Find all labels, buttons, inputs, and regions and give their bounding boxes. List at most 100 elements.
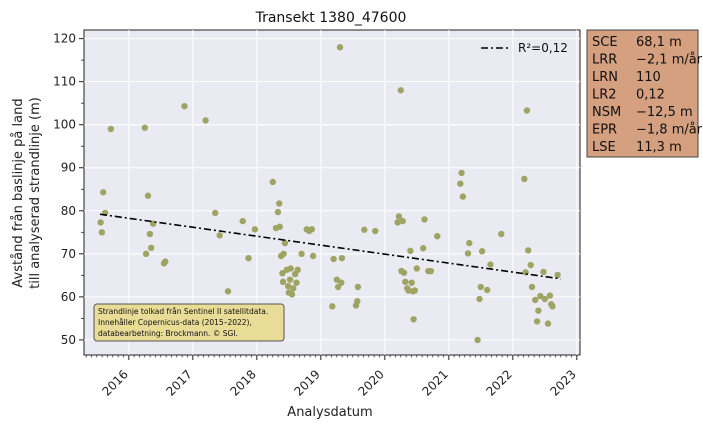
x-tick-label: 2021 xyxy=(419,367,450,398)
data-point xyxy=(464,250,472,257)
y-tick-label: 70 xyxy=(61,247,76,261)
stat-value: −12,5 m xyxy=(636,105,693,120)
data-point xyxy=(484,286,491,294)
data-point xyxy=(245,254,252,262)
data-point xyxy=(407,247,414,255)
data-point xyxy=(354,283,362,291)
data-point xyxy=(466,239,473,247)
data-point xyxy=(421,216,428,223)
data-point xyxy=(458,169,465,177)
data-point xyxy=(523,107,531,114)
trend-line-group xyxy=(99,213,561,280)
data-point xyxy=(298,250,305,258)
data-point xyxy=(397,87,404,94)
data-point xyxy=(457,180,464,187)
data-point xyxy=(288,291,296,298)
trend-line xyxy=(99,213,561,280)
data-point xyxy=(309,252,317,260)
data-point xyxy=(279,278,287,286)
y-tick-label: 60 xyxy=(61,290,76,304)
data-point xyxy=(487,261,494,268)
stat-key: EPR xyxy=(592,123,617,138)
data-point xyxy=(279,270,286,277)
data-point xyxy=(527,261,534,269)
data-point xyxy=(498,230,505,238)
data-point xyxy=(540,268,547,276)
data-point xyxy=(294,266,301,273)
data-point xyxy=(224,288,232,295)
statistics-box: SCE 68,1 m LRR −2,1 m/år LRN 110 LR2 0,12 NSM −12… xyxy=(586,29,703,158)
x-tick-label: 2019 xyxy=(291,367,322,398)
data-point xyxy=(474,336,481,344)
stat-key: NSM xyxy=(592,105,621,120)
stat-value: −2,1 m/år xyxy=(636,53,703,68)
data-point xyxy=(399,217,406,225)
data-point xyxy=(239,217,246,225)
y-tick-label: 120 xyxy=(53,32,76,46)
y-axis: 50 60 70 80 90 100 110 120 xyxy=(53,32,84,347)
x-tick-label: 2023 xyxy=(547,367,578,398)
stat-key: LRR xyxy=(592,53,617,68)
x-axis: 2016 2017 2018 2019 2020 2021 2022 2023 xyxy=(85,355,579,399)
data-point xyxy=(477,283,484,291)
y-tick-label: 100 xyxy=(53,118,76,132)
stat-key: LR2 xyxy=(592,88,617,103)
data-point xyxy=(408,279,415,286)
data-point xyxy=(144,192,152,199)
data-point xyxy=(281,239,289,247)
data-point xyxy=(141,124,148,131)
y-axis-title-line-1: Avstånd från baslinje på land xyxy=(11,98,26,287)
data-point xyxy=(394,219,401,226)
stat-value: 68,1 m xyxy=(636,35,682,50)
data-point xyxy=(293,279,300,286)
y-axis-title-line-2: till analyserad strandlinje (m) xyxy=(28,97,43,289)
note-line-2: Innehåller Copernicus-data (2015–2022), xyxy=(98,318,252,327)
data-point xyxy=(476,295,483,303)
data-point xyxy=(100,189,107,196)
data-points xyxy=(97,44,561,344)
data-point xyxy=(202,117,209,124)
data-point xyxy=(521,175,528,183)
data-point xyxy=(524,247,532,254)
y-tick-label: 80 xyxy=(61,204,76,218)
y-tick-label: 50 xyxy=(61,333,76,347)
data-point xyxy=(269,178,276,186)
x-tick-label: 2020 xyxy=(355,367,386,398)
data-point xyxy=(162,258,169,265)
data-point xyxy=(541,295,548,303)
legend-trend-label: R²=0,12 xyxy=(518,41,568,55)
data-point xyxy=(329,303,336,310)
data-point xyxy=(280,250,287,258)
y-axis-title: Avstånd från baslinje på land till analy… xyxy=(11,97,43,289)
data-point xyxy=(544,320,552,327)
stat-value: 0,12 xyxy=(636,88,665,103)
x-tick-label: 2018 xyxy=(227,367,258,398)
data-point xyxy=(251,226,259,233)
data-point xyxy=(148,244,155,252)
data-point xyxy=(142,250,150,258)
data-point xyxy=(400,269,408,276)
data-point xyxy=(330,255,337,263)
data-point xyxy=(308,226,316,233)
legend: R²=0,12 xyxy=(481,41,568,55)
data-point xyxy=(402,278,409,286)
data-point xyxy=(274,208,282,216)
data-point xyxy=(522,269,529,276)
plot-frame xyxy=(83,29,581,356)
data-point xyxy=(361,226,368,233)
note-line-1: Strandlinje tolkad från Sentinel II sate… xyxy=(98,307,268,316)
data-point xyxy=(284,282,292,290)
data-point xyxy=(427,267,435,275)
data-point xyxy=(333,276,340,283)
data-point xyxy=(212,209,219,217)
data-point xyxy=(107,125,115,133)
data-point xyxy=(459,193,467,200)
data-point xyxy=(546,292,554,299)
stat-key: LRN xyxy=(592,70,618,85)
data-point xyxy=(338,254,346,262)
stat-key: LSE xyxy=(592,140,616,155)
data-point xyxy=(97,219,104,226)
data-point xyxy=(537,292,544,300)
stat-value: 11,3 m xyxy=(636,140,682,155)
